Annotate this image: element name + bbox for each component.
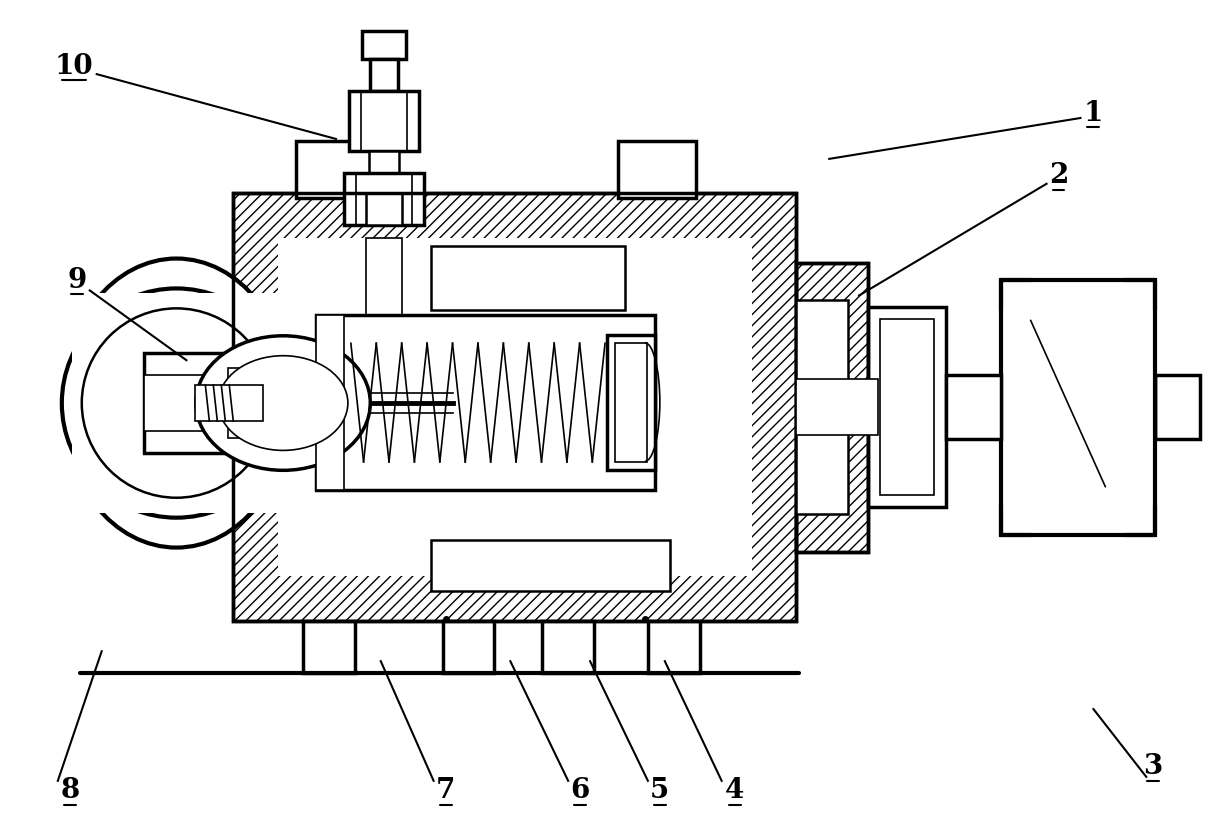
Bar [316,315,344,489]
Bar [349,91,419,151]
Circle shape [82,308,271,498]
Bar [344,173,424,225]
Circle shape [61,288,292,518]
Ellipse shape [196,336,370,470]
Bar [880,319,933,494]
Bar [278,238,752,577]
Bar [946,375,1001,439]
Bar [1001,281,1155,535]
Bar [796,300,848,514]
Bar [543,621,594,673]
Bar [303,621,355,673]
Bar [233,193,796,621]
Bar [648,621,699,673]
Bar [1155,375,1200,439]
Bar [143,354,238,453]
Text: 10: 10 [54,53,93,80]
Text: 5: 5 [650,778,670,804]
Bar [195,385,263,421]
Bar [431,540,670,592]
Bar [56,293,296,513]
Bar [608,335,655,470]
Bar [361,31,405,59]
Bar [796,379,878,435]
Text: 1: 1 [1084,100,1102,127]
Bar [442,621,495,673]
Bar [617,141,696,198]
Bar [72,293,281,513]
Bar [366,238,402,367]
Bar [869,308,946,507]
Bar [370,59,398,91]
Bar [369,151,398,173]
Text: 6: 6 [571,778,589,804]
Bar [143,375,238,431]
Ellipse shape [61,259,292,547]
Bar [296,141,374,198]
Ellipse shape [218,355,348,450]
Bar [233,193,796,621]
Text: 3: 3 [1144,753,1163,780]
Bar [366,193,402,225]
Text: 8: 8 [60,778,80,804]
Bar [615,344,647,462]
Text: 9: 9 [67,267,87,294]
Bar [796,262,869,551]
Bar [316,315,655,489]
Bar [796,262,869,551]
Bar [431,246,625,310]
Text: 7: 7 [436,778,456,804]
Text: 2: 2 [1049,163,1068,189]
Bar [228,368,278,438]
Text: 4: 4 [725,778,745,804]
